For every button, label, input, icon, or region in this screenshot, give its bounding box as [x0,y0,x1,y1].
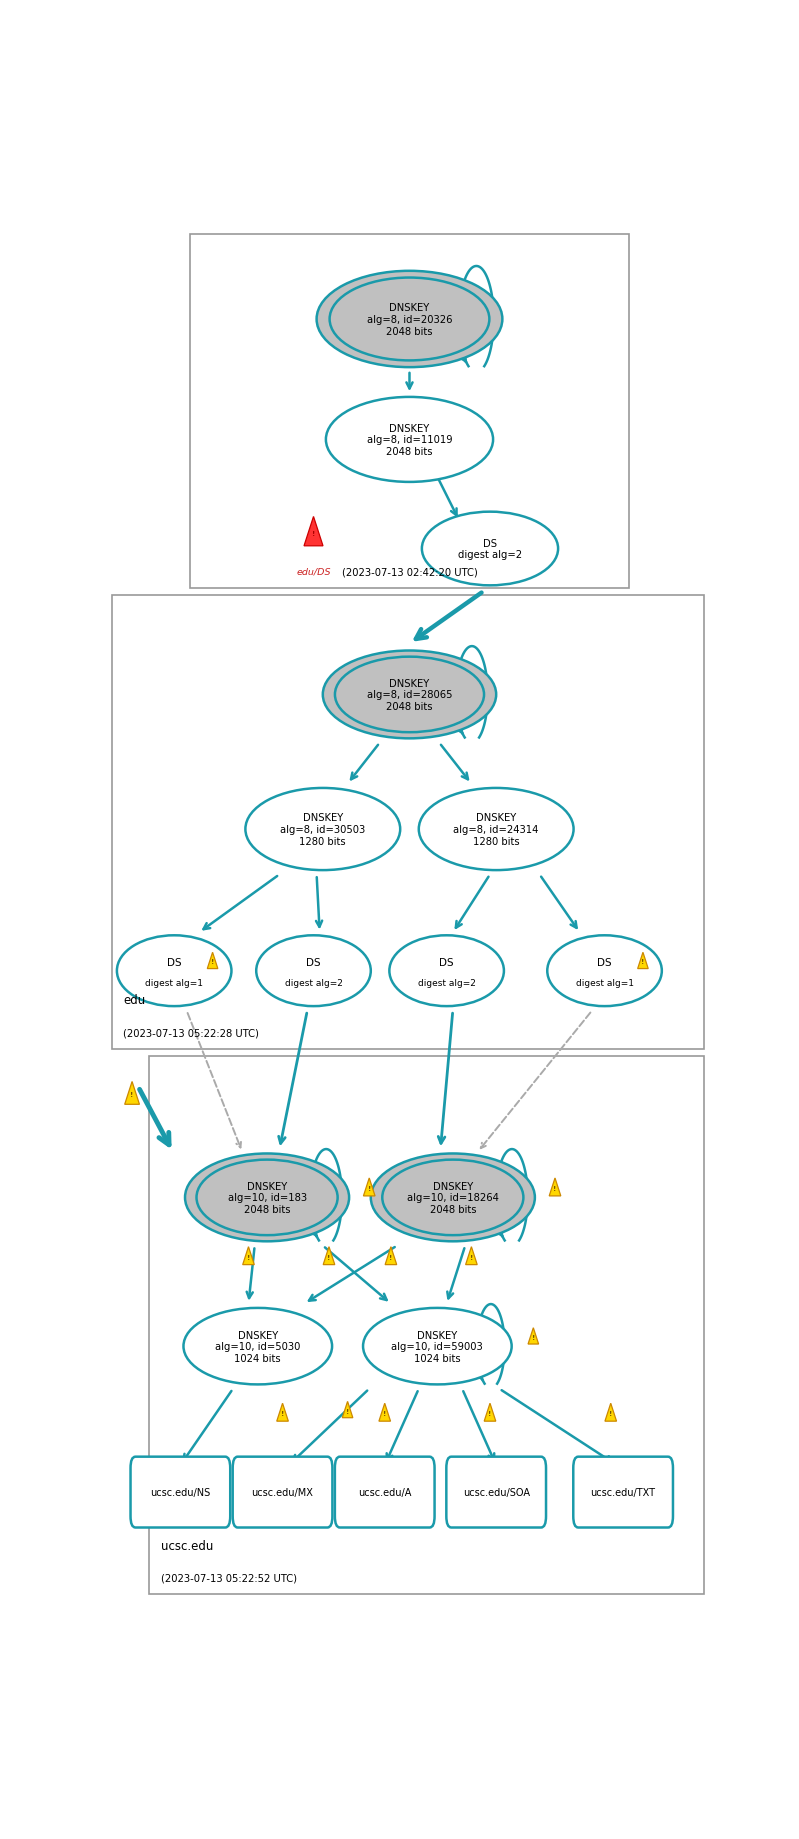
Polygon shape [638,953,648,969]
Ellipse shape [117,936,232,1006]
Text: ucsc.edu: ucsc.edu [161,1539,213,1552]
Ellipse shape [185,1153,349,1241]
Text: digest alg=2: digest alg=2 [418,978,475,988]
Text: !: ! [531,1335,535,1341]
Bar [112,596,704,1048]
Polygon shape [364,1179,375,1195]
Polygon shape [528,1328,539,1344]
Polygon shape [324,1247,335,1265]
Ellipse shape [184,1308,332,1385]
Ellipse shape [419,789,574,870]
Polygon shape [243,1247,254,1265]
Text: digest alg=1: digest alg=1 [575,978,634,988]
Text: DNSKEY
alg=8, id=20326
2048 bits: DNSKEY alg=8, id=20326 2048 bits [367,303,452,337]
Text: !: ! [312,531,315,537]
Text: !: ! [328,1254,331,1260]
Text: DNSKEY
alg=8, id=28065
2048 bits: DNSKEY alg=8, id=28065 2048 bits [367,679,452,712]
Ellipse shape [335,657,484,732]
Text: DNSKEY
alg=10, id=59003
1024 bits: DNSKEY alg=10, id=59003 1024 bits [392,1330,483,1363]
Polygon shape [379,1403,391,1422]
Polygon shape [385,1247,396,1265]
Text: edu/DS: edu/DS [296,568,331,577]
Text: DNSKEY
alg=10, id=18264
2048 bits: DNSKEY alg=10, id=18264 2048 bits [407,1181,499,1214]
Ellipse shape [316,272,503,368]
Text: ucsc.edu/TXT: ucsc.edu/TXT [590,1488,656,1497]
Text: !: ! [281,1411,284,1416]
Ellipse shape [323,651,496,739]
Text: !: ! [130,1092,133,1098]
Ellipse shape [371,1153,535,1241]
Text: !: ! [470,1254,473,1260]
Polygon shape [304,517,323,546]
Ellipse shape [245,789,400,870]
Polygon shape [207,953,218,969]
Text: DNSKEY
alg=10, id=5030
1024 bits: DNSKEY alg=10, id=5030 1024 bits [215,1330,300,1363]
Text: DNSKEY
alg=10, id=183
2048 bits: DNSKEY alg=10, id=183 2048 bits [228,1181,307,1214]
FancyBboxPatch shape [335,1456,435,1528]
Polygon shape [605,1403,617,1422]
Text: !: ! [383,1411,387,1416]
FancyBboxPatch shape [573,1456,673,1528]
Text: !: ! [488,1411,491,1416]
Text: (2023-07-13 05:22:52 UTC): (2023-07-13 05:22:52 UTC) [161,1572,296,1583]
Text: !: ! [609,1411,612,1416]
Polygon shape [342,1401,353,1418]
Text: !: ! [642,958,645,965]
Text: digest alg=2: digest alg=2 [284,978,343,988]
Polygon shape [125,1081,140,1105]
Ellipse shape [326,397,493,482]
Text: !: ! [346,1409,349,1414]
Text: !: ! [389,1254,392,1260]
Bar [149,1056,704,1594]
Text: DS: DS [597,958,612,967]
Ellipse shape [547,936,662,1006]
FancyBboxPatch shape [447,1456,546,1528]
Ellipse shape [363,1308,511,1385]
Text: ucsc.edu/SOA: ucsc.edu/SOA [463,1488,530,1497]
Ellipse shape [330,278,489,360]
Polygon shape [276,1403,288,1422]
Text: !: ! [211,958,214,965]
Text: edu: edu [123,993,145,1006]
Text: !: ! [368,1186,371,1192]
Text: DS
digest alg=2: DS digest alg=2 [458,539,522,561]
Text: DNSKEY
alg=8, id=24314
1280 bits: DNSKEY alg=8, id=24314 1280 bits [454,813,539,846]
Text: digest alg=1: digest alg=1 [145,978,203,988]
Bar [189,235,630,588]
Text: ucsc.edu/A: ucsc.edu/A [358,1488,411,1497]
Ellipse shape [256,936,371,1006]
Text: !: ! [247,1254,250,1260]
FancyBboxPatch shape [130,1456,230,1528]
Text: DNSKEY
alg=8, id=11019
2048 bits: DNSKEY alg=8, id=11019 2048 bits [367,423,452,456]
Text: DS: DS [306,958,321,967]
Text: DS: DS [167,958,181,967]
Ellipse shape [197,1160,338,1236]
Polygon shape [484,1403,495,1422]
Text: ucsc.edu/MX: ucsc.edu/MX [252,1488,313,1497]
Text: DS: DS [439,958,454,967]
Text: ucsc.edu/NS: ucsc.edu/NS [150,1488,210,1497]
Polygon shape [549,1179,561,1195]
Text: !: ! [554,1186,557,1192]
Polygon shape [466,1247,477,1265]
FancyBboxPatch shape [233,1456,332,1528]
Text: DNSKEY
alg=8, id=30503
1280 bits: DNSKEY alg=8, id=30503 1280 bits [280,813,365,846]
Text: (2023-07-13 02:42:20 UTC): (2023-07-13 02:42:20 UTC) [342,568,477,577]
Text: (2023-07-13 05:22:28 UTC): (2023-07-13 05:22:28 UTC) [123,1028,260,1037]
Ellipse shape [389,936,504,1006]
Ellipse shape [422,513,558,587]
Ellipse shape [382,1160,523,1236]
